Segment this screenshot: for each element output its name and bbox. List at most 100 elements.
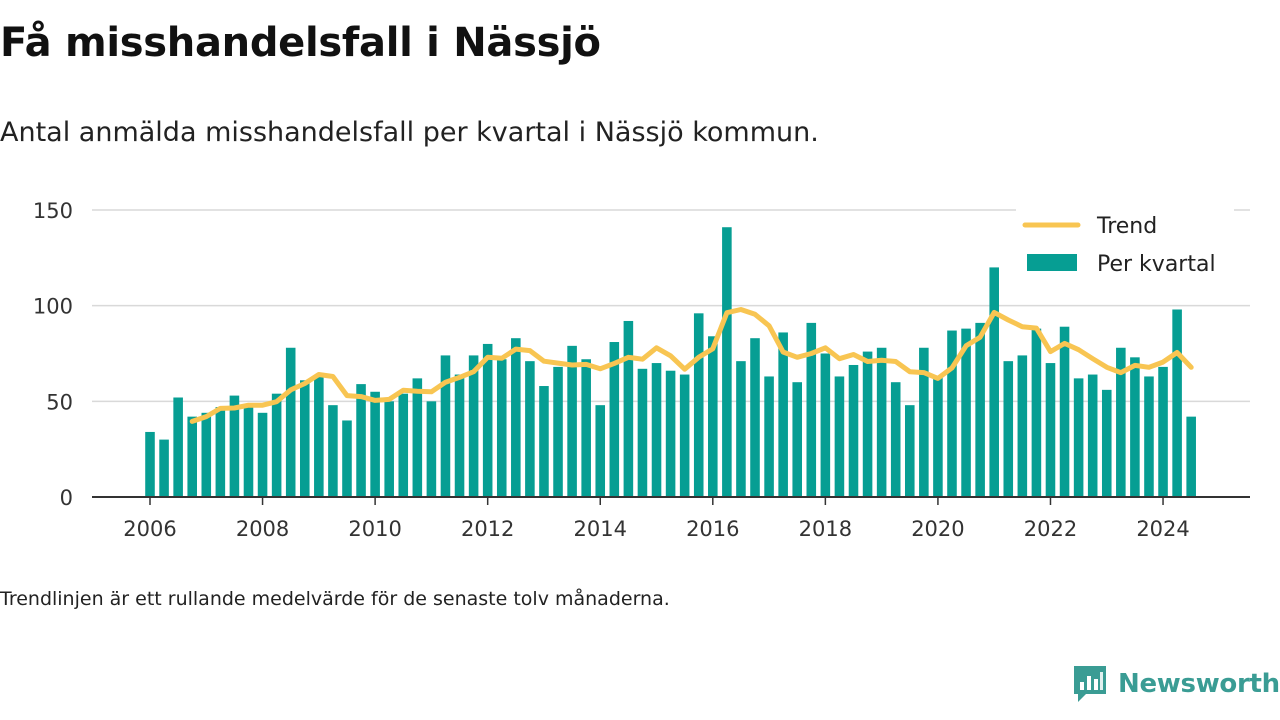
bar-q23 xyxy=(468,355,479,497)
x-tick-label-2024: 2024 xyxy=(1136,517,1189,541)
y-tick-label-50: 50 xyxy=(46,390,73,414)
chart-subtitle: Antal anmälda misshandelsfall per kvarta… xyxy=(0,117,819,148)
bar-q42 xyxy=(736,361,746,497)
bar-q37 xyxy=(665,370,676,497)
bar-q34 xyxy=(623,320,634,497)
y-tick-label-150: 150 xyxy=(33,199,73,223)
bar-q32 xyxy=(595,405,606,497)
trend-line xyxy=(189,307,1194,424)
bar-q70 xyxy=(1130,357,1140,497)
bar-q12 xyxy=(314,376,324,497)
bar-q64 xyxy=(1045,363,1056,497)
bar-q59 xyxy=(975,322,985,497)
bar-q13 xyxy=(328,405,338,497)
legend-background xyxy=(1016,207,1234,287)
axes: 0 50 100 150 2006 2008 2010 2012 2014 2016 2018 202… xyxy=(33,199,1250,541)
bar-q52 xyxy=(876,347,887,497)
bar-q6 xyxy=(229,395,240,497)
bar-q62 xyxy=(1017,355,1028,497)
bar-q10 xyxy=(285,347,296,497)
legend-label-per-kvartal: Per kvartal xyxy=(1097,252,1216,277)
legend-label-trend: Trend xyxy=(1096,214,1157,239)
bar-q48 xyxy=(820,353,831,497)
bar-q19 xyxy=(412,378,423,497)
bar-q41 xyxy=(722,227,732,497)
bar-q61 xyxy=(1003,361,1014,497)
bar-q36 xyxy=(651,363,662,497)
bar-q4 xyxy=(201,412,212,497)
legend-swatch-per-kvartal xyxy=(1027,254,1077,271)
bar-q74 xyxy=(1186,416,1196,497)
bar-q66 xyxy=(1073,378,1084,497)
bar-q55 xyxy=(919,347,929,497)
bar-q35 xyxy=(637,368,648,497)
bar-q57 xyxy=(947,330,957,497)
legend: Trend Per kvartal xyxy=(1016,207,1234,287)
bar-q73 xyxy=(1172,309,1182,497)
bar-q18 xyxy=(398,393,409,497)
bar-q5 xyxy=(215,407,226,497)
bar-q0 xyxy=(145,431,155,497)
bar-q46 xyxy=(792,382,803,497)
bar-q45 xyxy=(778,332,788,497)
y-tick-label-0: 0 xyxy=(60,486,73,510)
bar-q56 xyxy=(933,376,943,497)
bar-q2 xyxy=(173,397,183,497)
x-tick-label-2016: 2016 xyxy=(686,517,739,541)
bar-series xyxy=(145,227,1196,497)
bar-q49 xyxy=(834,376,845,497)
bar-q22 xyxy=(454,374,465,497)
bar-q65 xyxy=(1059,326,1070,497)
bar-q51 xyxy=(862,351,873,497)
x-tick-label-2008: 2008 xyxy=(236,517,289,541)
newsworthy-logo[interactable]: Newsworthy xyxy=(1072,664,1280,704)
bar-q69 xyxy=(1116,347,1126,497)
bar-q39 xyxy=(693,313,704,497)
bar-q24 xyxy=(482,343,493,497)
bar-q26 xyxy=(511,338,521,497)
bar-q25 xyxy=(496,359,507,497)
chart-title: Få misshandelsfall i Nässjö xyxy=(0,20,601,66)
bar-q54 xyxy=(904,405,915,497)
bar-q9 xyxy=(271,393,282,497)
bar-q20 xyxy=(426,401,437,497)
bar-q14 xyxy=(342,420,352,497)
bar-q7 xyxy=(243,405,254,497)
newsworthy-logo-icon xyxy=(1074,666,1106,702)
bar-q11 xyxy=(299,380,310,497)
bar-q44 xyxy=(764,376,774,497)
bar-q21 xyxy=(440,355,451,497)
x-tick-label-2010: 2010 xyxy=(348,517,401,541)
bar-q15 xyxy=(356,384,366,497)
bar-q30 xyxy=(567,345,577,497)
brand-name: Newsworthy xyxy=(1118,669,1280,699)
bar-q43 xyxy=(750,338,760,497)
bar-q38 xyxy=(679,374,690,497)
bar-q60 xyxy=(989,267,999,497)
bar-q63 xyxy=(1031,328,1042,497)
bar-q68 xyxy=(1101,389,1112,497)
chart-area: 0 50 100 150 2006 2008 2010 2012 2014 2016 2018 202… xyxy=(33,199,1250,541)
x-tick-label-2020: 2020 xyxy=(911,517,964,541)
x-tick-label-2014: 2014 xyxy=(574,517,627,541)
bar-q29 xyxy=(553,366,563,497)
bar-q1 xyxy=(159,439,169,497)
bar-q17 xyxy=(384,401,394,497)
bar-q8 xyxy=(257,412,268,497)
bar-q31 xyxy=(581,359,591,497)
bar-q71 xyxy=(1144,376,1154,497)
bar-q27 xyxy=(525,361,535,497)
bar-q40 xyxy=(708,336,718,497)
bar-q50 xyxy=(848,364,859,497)
x-tick-label-2022: 2022 xyxy=(1024,517,1077,541)
y-tick-label-100: 100 xyxy=(33,295,73,319)
footnote: Trendlinjen är ett rullande medelvärde f… xyxy=(0,588,670,610)
bar-q53 xyxy=(890,382,901,497)
bar-q33 xyxy=(609,342,620,497)
bar-q28 xyxy=(539,386,549,497)
bar-q67 xyxy=(1087,374,1098,497)
x-tick-label-2012: 2012 xyxy=(461,517,514,541)
x-tick-label-2018: 2018 xyxy=(799,517,852,541)
x-tick-label-2006: 2006 xyxy=(123,517,176,541)
trend-series xyxy=(189,307,1194,424)
